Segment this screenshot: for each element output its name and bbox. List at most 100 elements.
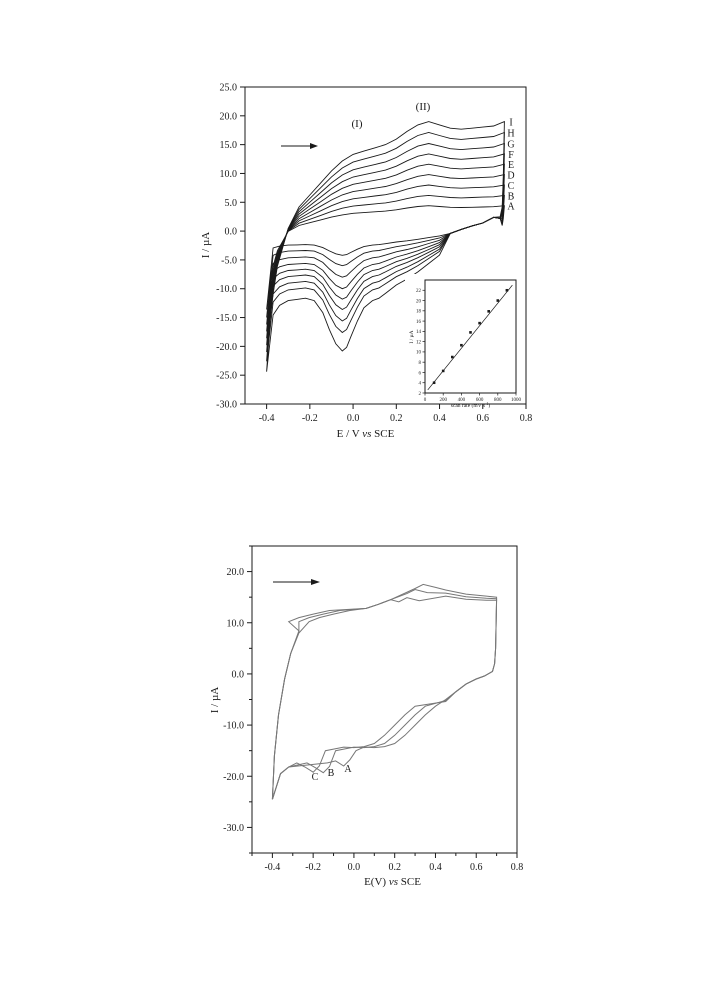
- x-tick-label: 0.0: [348, 862, 361, 873]
- x-axis-label: E / V vs SCE: [337, 428, 395, 440]
- inset-frame: [424, 279, 517, 394]
- inset-y-tick-label: 10: [416, 351, 422, 356]
- inset-x-tick-label: 600: [476, 398, 484, 403]
- x-tick-label: 0.2: [390, 413, 403, 424]
- y-tick-label: 20.0: [227, 567, 245, 578]
- y-tick-label: 0.0: [232, 669, 245, 680]
- inset-y-axis-label: I / µA: [409, 330, 415, 343]
- inset-x-axis-label-part: ): [488, 402, 490, 409]
- y-tick-label: 10.0: [220, 169, 238, 180]
- inset-data-point: [441, 369, 445, 373]
- series-label-f: F: [508, 150, 514, 161]
- x-axis-label-part: E(V): [364, 876, 389, 888]
- inset-scan-rate-plot: 0 200 400 600 800 1000 2 4 6 8 10 12 14 16 18 20 22 scan …: [405, 274, 523, 409]
- inset-fit-line: [427, 284, 513, 391]
- x-tick-label: -0.4: [259, 413, 275, 424]
- inset-y-tick-label: 18: [416, 310, 422, 315]
- y-tick-label: -30.0: [216, 400, 237, 411]
- series-label-h: H: [507, 129, 514, 140]
- arrow-head: [310, 143, 318, 149]
- inset-y-tick-label: 8: [419, 361, 422, 366]
- inset-data-point: [469, 331, 472, 334]
- inset-y-tick-label: 16: [416, 320, 422, 325]
- x-axis-label-part: SCE: [371, 428, 394, 440]
- inset-y-tick-label: 4: [419, 382, 422, 387]
- x-tick-label: 0.4: [429, 862, 442, 873]
- chart-1-frame: [244, 86, 527, 405]
- series-label-b: B: [328, 768, 335, 779]
- inset-x-tick-label: 800: [494, 398, 502, 403]
- x-tick-label: -0.2: [302, 413, 318, 424]
- x-tick-label: 0.8: [520, 413, 533, 424]
- y-tick-label: 5.0: [225, 198, 238, 209]
- inset-y-tick-label: 2: [419, 392, 422, 397]
- x-tick-label: -0.2: [305, 862, 321, 873]
- y-tick-label: 25.0: [220, 83, 238, 94]
- inset-data-point: [432, 381, 436, 385]
- y-tick-label: -15.0: [216, 313, 237, 324]
- y-axis-label: I / µA: [209, 687, 221, 714]
- y-axis-label: I / µA: [200, 232, 212, 259]
- x-tick-label: 0.6: [477, 413, 490, 424]
- inset-data-point: [460, 343, 463, 347]
- series-label-c: C: [508, 181, 515, 192]
- series-label-d: D: [507, 171, 514, 182]
- inset-y-tick-label: 20: [416, 299, 422, 304]
- series-label-b: B: [508, 191, 515, 202]
- chart-2-cv-comparison: -0.4 -0.2 0.0 0.2 0.4 0.6 0.8 20.0 10.0 0.0 -10.0 -…: [209, 545, 524, 888]
- x-tick-label: -0.4: [264, 862, 280, 873]
- series-label-e: E: [508, 160, 514, 171]
- y-tick-label: -30.0: [223, 823, 244, 834]
- inset-data-point: [496, 299, 500, 302]
- series-label-g: G: [507, 139, 514, 150]
- y-tick-label: 15.0: [220, 140, 238, 151]
- inset-x-tick-label: 1000: [511, 398, 522, 403]
- y-tick-label: -5.0: [221, 255, 237, 266]
- y-tick-label: -10.0: [216, 284, 237, 295]
- x-axis-label: E(V) vs SCE: [364, 876, 421, 888]
- inset-data-point: [487, 310, 490, 313]
- x-tick-label: 0.8: [511, 862, 524, 873]
- y-tick-label: -20.0: [223, 772, 244, 783]
- x-axis-label-part: SCE: [398, 876, 421, 888]
- peak-annotation-ii: (II): [416, 101, 431, 113]
- y-tick-label: 0.0: [225, 227, 238, 238]
- x-axis-label-vs: vs: [362, 428, 371, 440]
- inset-x-tick-label: 400: [458, 398, 466, 403]
- x-tick-label: 0.6: [470, 862, 483, 873]
- inset-x-tick-label: 200: [439, 398, 447, 403]
- x-axis-label-vs: vs: [389, 876, 398, 888]
- peak-annotation-i: (I): [352, 118, 363, 130]
- y-tick-label: -10.0: [223, 721, 244, 732]
- inset-x-axis-label: scan rate (mV s-1): [451, 401, 491, 410]
- cv-curve-i: [266, 120, 505, 372]
- y-tick-label: -25.0: [216, 371, 237, 382]
- inset-y-tick-label: 12: [416, 340, 422, 345]
- chart-2-frame: [251, 545, 518, 854]
- arrow-head: [311, 579, 320, 585]
- inset-x-axis-label-part: scan rate (mV s: [451, 402, 485, 409]
- inset-x-axis-label-sup: -1: [485, 401, 488, 406]
- x-tick-label: 0.0: [347, 413, 360, 424]
- y-tick-label: -20.0: [216, 342, 237, 353]
- cv-curve-c: [271, 595, 498, 800]
- inset-data-point: [478, 321, 481, 325]
- series-label-i: I: [509, 118, 512, 129]
- y-tick-label: 20.0: [220, 111, 238, 122]
- y-tick-label: 10.0: [227, 618, 245, 629]
- series-label-c: C: [312, 772, 319, 783]
- x-axis-label-part: E / V: [337, 428, 363, 440]
- x-tick-label: 0.4: [433, 413, 446, 424]
- inset-y-tick-label: 22: [416, 289, 422, 294]
- inset-data-point: [505, 288, 509, 292]
- inset-data-point: [451, 355, 454, 359]
- chart-1-scan-rate-cv: -0.4 -0.2 0.0 0.2 0.4 0.6 0.825.020.015.010.05…: [200, 83, 532, 441]
- series-label-a: A: [507, 202, 515, 213]
- inset-y-tick-label: 6: [419, 371, 422, 376]
- series-label-a: A: [344, 764, 352, 775]
- inset-x-tick-label: 0: [424, 398, 427, 403]
- inset-y-tick-label: 14: [416, 330, 422, 335]
- x-tick-label: 0.2: [388, 862, 401, 873]
